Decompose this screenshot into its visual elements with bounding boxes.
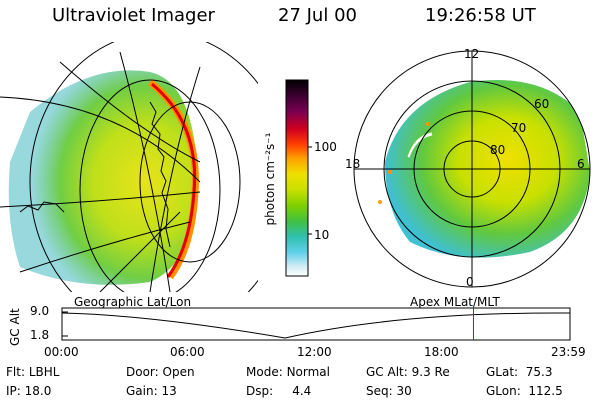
timeline-xtick-1200: 12:00 <box>297 345 332 359</box>
gain-value: 13 <box>161 384 177 398</box>
timeline-xtick-2359: 23:59 <box>551 345 586 359</box>
timeline-ylabel: GC Alt <box>8 308 22 346</box>
mlat-label-60: 60 <box>534 97 550 111</box>
ip-value: 18.0 <box>24 384 52 398</box>
colorbar-tick-10: 10 <box>314 228 330 242</box>
polar-mlat-mlt-plot <box>353 50 591 288</box>
timeline-xtick-1800: 18:00 <box>424 345 459 359</box>
door-label: Door: <box>126 365 159 379</box>
seq-label: Seq: <box>366 384 393 398</box>
flt-label: Flt: <box>6 365 25 379</box>
right-panel-caption: Apex MLat/MLT <box>410 295 500 309</box>
mlat-label-70: 70 <box>511 121 527 135</box>
flt-value: LBHL <box>28 365 60 379</box>
mode-label: Mode: <box>246 365 283 379</box>
time-label: 19:26:58 UT <box>425 5 536 26</box>
mode-value: Normal <box>286 365 330 379</box>
gcalt-value: 9.3 Re <box>411 365 450 379</box>
glon-label: GLon: <box>486 384 521 398</box>
altitude-timeline <box>61 307 571 341</box>
colorbar-unit-label: photon cm⁻²s⁻¹ <box>263 132 277 226</box>
date-label: 27 Jul 00 <box>278 5 357 26</box>
colorbar <box>285 79 312 277</box>
timeline-ytick-1-8: 1.8 <box>30 328 50 342</box>
door-value: Open <box>162 365 195 379</box>
mlt-label-6: 6 <box>577 157 585 171</box>
left-panel-caption: Geographic Lat/Lon <box>74 295 192 309</box>
dsp-label: Dsp: <box>246 384 274 398</box>
gcalt-label: GC Alt: <box>366 365 408 379</box>
geographic-globe-image <box>0 42 258 292</box>
mlat-label-80: 80 <box>490 143 506 157</box>
glon-value: 112.5 <box>528 384 563 398</box>
instrument-title: Ultraviolet Imager <box>52 5 215 26</box>
mlt-label-12: 12 <box>464 47 480 61</box>
ip-label: IP: <box>6 384 21 398</box>
colorbar-tick-100: 100 <box>314 140 337 154</box>
gain-label: Gain: <box>126 384 158 398</box>
timeline-ytick-9: 9.0 <box>30 304 50 318</box>
mlt-label-0: 0 <box>466 275 474 289</box>
dsp-value: 4.4 <box>292 384 312 398</box>
seq-value: 30 <box>396 384 412 398</box>
timeline-xtick-0000: 00:00 <box>44 345 79 359</box>
mlt-label-18: 18 <box>345 157 361 171</box>
glat-value: 75.3 <box>525 365 553 379</box>
timeline-xtick-0600: 06:00 <box>170 345 205 359</box>
glat-label: GLat: <box>486 365 519 379</box>
